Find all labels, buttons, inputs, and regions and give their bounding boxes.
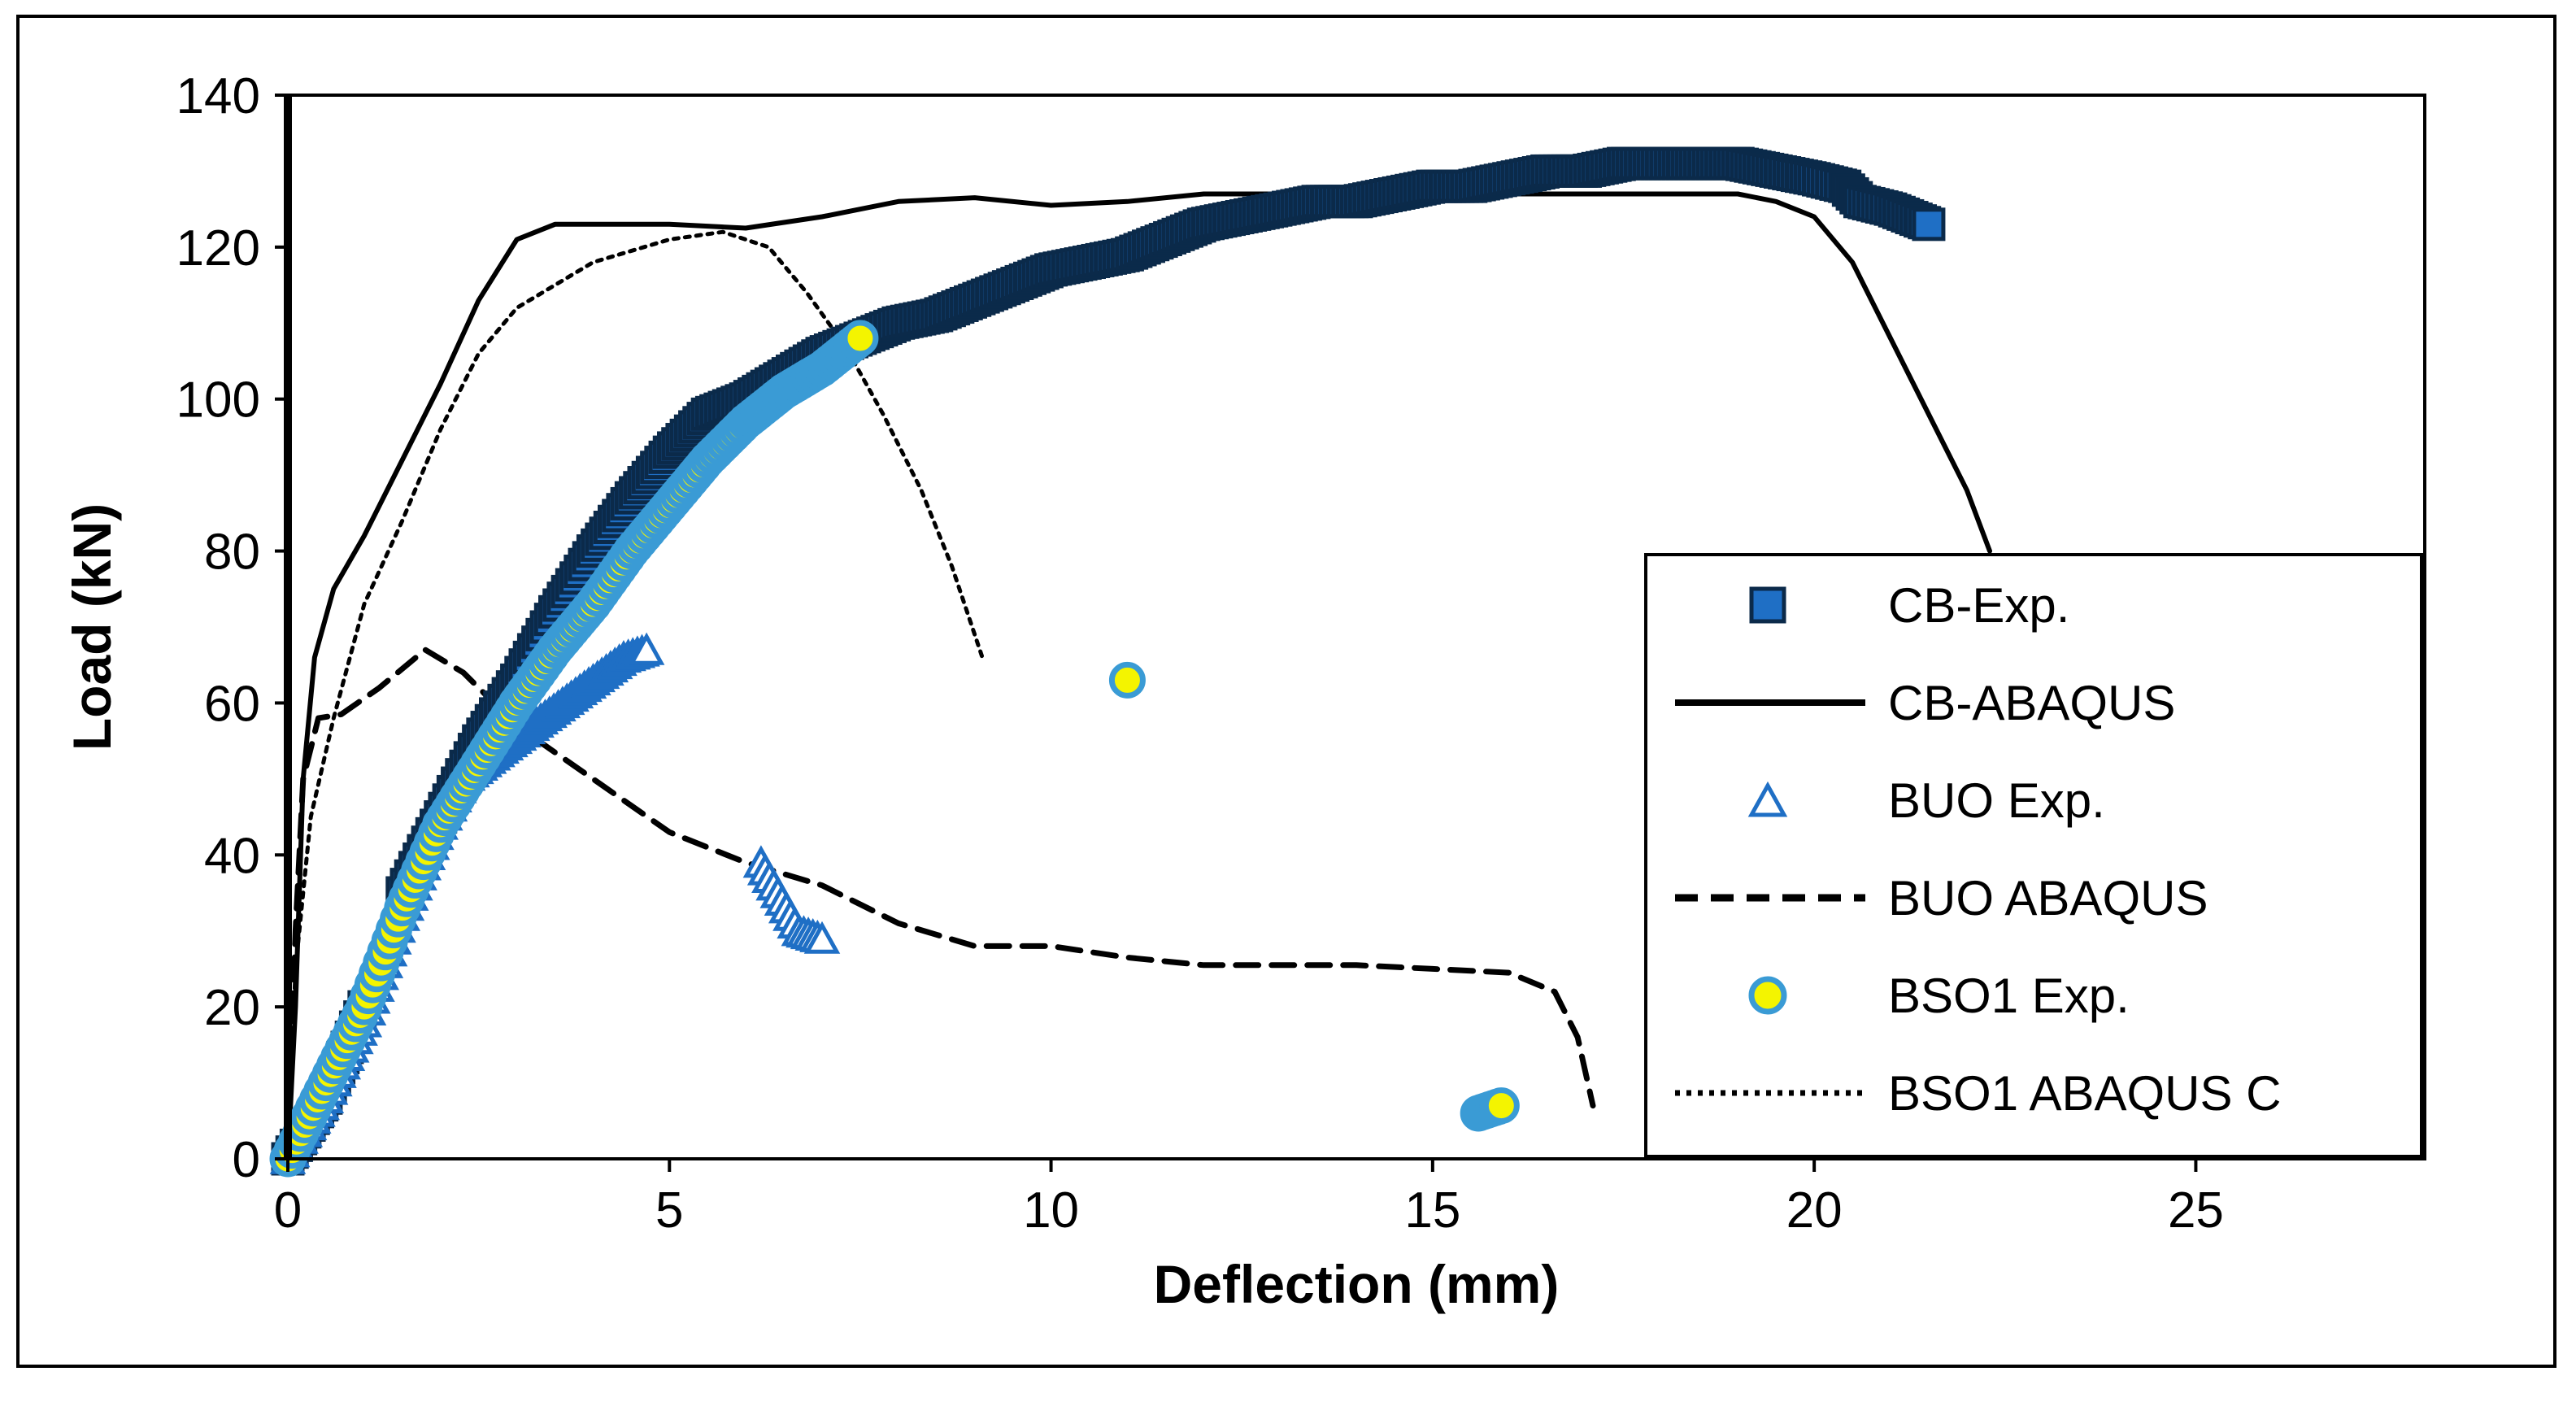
legend-label: CB-ABAQUS (1888, 676, 2175, 730)
series-line-cb-abaqus (285, 191, 1992, 1161)
data-point (1912, 207, 1946, 242)
legend-label: BSO1 Exp. (1888, 969, 2130, 1023)
data-point (628, 632, 665, 665)
legend-item-buo-exp: BUO Exp. (1747, 773, 2105, 828)
data-point (803, 921, 841, 954)
legend-label: CB-Exp. (1888, 578, 2069, 633)
legend-item-bso1-abaqus-c: BSO1 ABAQUS C (1675, 1066, 2282, 1121)
legend-marker-sample (1747, 781, 1788, 817)
x-tick-label: 10 (1023, 1182, 1079, 1239)
series-cb-abaqus (285, 191, 1992, 1161)
y-tick-label: 120 (176, 220, 260, 276)
x-tick-label: 25 (2168, 1182, 2224, 1239)
x-tick-label: 5 (655, 1182, 683, 1239)
data-point (1108, 661, 1146, 699)
y-tick-label: 80 (204, 525, 260, 581)
legend-item-buo-abaqus: BUO ABAQUS (1675, 871, 2208, 925)
x-axis-title: Deflection (mm) (1154, 1254, 1560, 1314)
series-buo-exp (269, 632, 841, 1174)
legend-marker-sample (1748, 976, 1787, 1015)
x-tick-label: 15 (1404, 1182, 1460, 1239)
y-axis-title: Load (kN) (62, 503, 122, 751)
data-point (842, 320, 879, 357)
series-bso1-abaqus-c (285, 229, 985, 1161)
legend-item-cb-abaqus: CB-ABAQUS (1675, 676, 2175, 730)
y-tick-label: 0 (233, 1132, 260, 1188)
legend-label: BSO1 ABAQUS C (1888, 1066, 2282, 1121)
series-bso1-exp (269, 320, 1520, 1178)
legend-item-cb-exp: CB-Exp. (1749, 578, 2069, 633)
legend-item-bso1-exp: BSO1 Exp. (1748, 969, 2130, 1023)
chart-canvas: 0 5 10 15 20 25 0 20 40 60 80 100 120 140 Deflection … (62, 68, 2426, 1314)
x-tick-label: 0 (274, 1182, 302, 1239)
legend-marker-sample (1749, 586, 1786, 624)
y-tick-label: 20 (204, 980, 260, 1036)
chart-frame: 0 5 10 15 20 25 0 20 40 60 80 100 120 140 Deflection … (16, 15, 2556, 1368)
legend-label: BUO Exp. (1888, 773, 2105, 828)
x-tick-label: 20 (1786, 1182, 1843, 1239)
legend: CB-Exp. CB-ABAQUS BUO Exp. BUO ABAQUS BSO1 E… (1644, 553, 2423, 1158)
series-line-bso1-abaqus-c (285, 229, 985, 1161)
y-tick-label: 40 (204, 828, 260, 884)
y-tick-label: 60 (204, 676, 260, 732)
series-line-buo-abaqus (285, 647, 1596, 1162)
legend-label: BUO ABAQUS (1888, 871, 2208, 925)
y-tick-label: 100 (176, 372, 260, 429)
y-tick-label: 140 (176, 68, 260, 124)
legend-box (1644, 553, 2423, 1158)
data-point (1482, 1087, 1520, 1125)
series-buo-abaqus (285, 647, 1596, 1162)
